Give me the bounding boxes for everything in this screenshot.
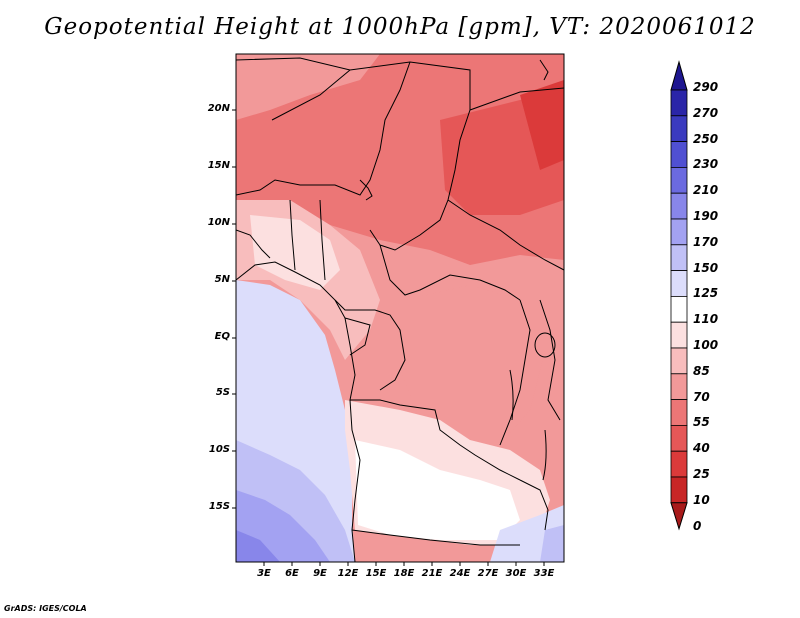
border-east	[539, 299, 561, 421]
lon-label: 33E	[533, 568, 555, 579]
colorbar-label: 40	[693, 441, 710, 456]
colorbar-segment	[670, 192, 688, 220]
lat-label: 15N	[207, 160, 230, 171]
colorbar-segment	[670, 270, 688, 297]
lon-label: 15E	[365, 568, 387, 579]
border-north	[236, 57, 564, 111]
colorbar-label: 210	[693, 183, 719, 198]
colorbar-label: 150	[693, 260, 719, 275]
grads-credit: GrADS: IGES/COLA	[4, 604, 87, 613]
colorbar-segment	[670, 89, 688, 117]
colorbar-label: 170	[693, 234, 719, 249]
border-car	[379, 244, 521, 301]
border-south	[351, 529, 520, 546]
border-chad	[369, 109, 471, 251]
lat-label: 10N	[207, 217, 230, 228]
lon-label: 30E	[505, 568, 527, 579]
field-region-sudan-max	[520, 80, 564, 170]
colorbar-label: 25	[693, 467, 710, 481]
border-niger	[236, 61, 411, 196]
lon-label: 18E	[393, 568, 415, 579]
border-drc-east	[499, 299, 531, 446]
colorbar-label: 10	[693, 492, 710, 507]
colorbar-segment	[670, 141, 688, 168]
colorbar-label: 190	[693, 209, 719, 223]
lake-tanganyika	[509, 369, 514, 421]
lat-label: 5N	[214, 274, 230, 285]
lat-label: 15S	[208, 501, 230, 512]
border-cameroon-congo	[334, 299, 406, 391]
colorbar-segment	[670, 115, 688, 143]
lat-label: 5S	[215, 387, 230, 398]
colorbar-label: 100	[693, 338, 719, 352]
colorbar-top-arrow	[670, 60, 688, 91]
lon-label: 12E	[337, 568, 359, 579]
lat-label: EQ	[214, 331, 230, 342]
country-borders	[236, 57, 564, 562]
field-region-ocean-corner	[236, 530, 280, 562]
colorbar-label: 55	[693, 415, 710, 430]
colorbar	[670, 60, 688, 531]
lon-label: 9E	[313, 568, 327, 579]
colorbar-label: 110	[693, 312, 719, 327]
field-region-southeast-deep	[540, 525, 564, 562]
coastline-west	[236, 261, 361, 562]
colorbar-label: 250	[693, 131, 719, 146]
nile-delta	[539, 59, 549, 81]
lake-malawi	[542, 429, 547, 481]
colorbar-label: 230	[693, 157, 719, 172]
lon-label: 24E	[449, 568, 471, 579]
colorbar-bottom-arrow	[670, 502, 688, 531]
border-zambia-malawi	[519, 479, 549, 531]
colorbar-segment	[670, 321, 688, 349]
border-ghana	[289, 199, 296, 271]
colorbar-label: 270	[693, 105, 719, 120]
map-title: Geopotential Height at 1000hPa [gpm], VT…	[44, 14, 756, 40]
lon-label: 3E	[257, 568, 271, 579]
colorbar-segment	[670, 399, 688, 426]
field-region-zambia	[355, 440, 520, 540]
colorbar-segment	[670, 476, 688, 504]
colorbar-label: 70	[693, 389, 710, 404]
lat-label: 20N	[207, 103, 230, 114]
colorbar-segment	[670, 218, 688, 246]
lake-victoria	[534, 332, 556, 358]
colorbar-label: 0	[693, 518, 702, 533]
field-region-guinea-light	[250, 215, 340, 290]
lat-ticks	[232, 109, 236, 509]
lake-chad	[359, 179, 373, 201]
border-sudan	[447, 199, 564, 271]
colorbar-label: 85	[693, 363, 710, 378]
colorbar-segment	[670, 244, 688, 272]
lat-label: 10S	[208, 444, 230, 455]
colorbar-segment	[670, 373, 688, 400]
field-region-congo	[400, 285, 545, 450]
border-mali-niger	[271, 69, 351, 121]
border-angola-drc	[350, 399, 521, 481]
colorbar-segment	[670, 166, 688, 194]
colorbar-label: 290	[693, 80, 719, 94]
border-nigeria	[319, 199, 326, 281]
lon-ticks	[263, 562, 545, 566]
map-frame	[235, 53, 565, 563]
colorbar-segment	[670, 347, 688, 375]
colorbar-segment	[670, 295, 688, 323]
lon-label: 6E	[285, 568, 299, 579]
border-guinea	[236, 229, 271, 259]
heatmap-field	[236, 54, 564, 562]
border-gabon	[344, 317, 371, 356]
lon-label: 27E	[477, 568, 499, 579]
colorbar-segment	[670, 424, 688, 452]
colorbar-segment	[670, 450, 688, 478]
field-region-north-edge	[236, 54, 380, 120]
colorbar-label: 125	[693, 286, 719, 301]
lon-label: 21E	[421, 568, 443, 579]
